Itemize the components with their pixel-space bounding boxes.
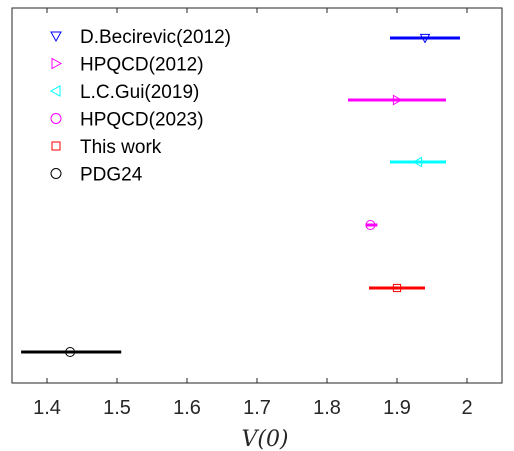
legend-label: PDG24 bbox=[80, 165, 143, 186]
legend-label: HPQCD(2023) bbox=[80, 110, 204, 131]
x-tick-label: 1.5 bbox=[103, 397, 131, 419]
legend-label: This work bbox=[80, 137, 162, 158]
data-point bbox=[365, 220, 376, 230]
data-point bbox=[392, 94, 403, 106]
x-axis-title: V(0) bbox=[241, 427, 288, 451]
data-point bbox=[65, 347, 76, 357]
legend-label: HPQCD(2012) bbox=[80, 55, 204, 76]
x-tick-label: 1.4 bbox=[33, 397, 61, 419]
x-tick-label: 1.8 bbox=[313, 397, 341, 419]
legend-label: D.Becirevic(2012) bbox=[80, 27, 231, 48]
legend-marker bbox=[49, 85, 61, 97]
x-axis: 1.4 1.5 1.6 1.7 1.8 1.9 2 bbox=[33, 8, 473, 419]
legend-marker bbox=[50, 31, 62, 43]
legend-marker bbox=[51, 141, 61, 151]
data-point bbox=[419, 33, 431, 44]
legend-marker bbox=[50, 168, 62, 179]
legend-label: L.C.Gui(2019) bbox=[80, 82, 199, 103]
data-point bbox=[412, 156, 423, 168]
legend: D.Becirevic(2012) HPQCD(2012) L.C.Gui(2019… bbox=[49, 27, 231, 186]
x-tick-label: 1.7 bbox=[243, 397, 271, 419]
x-tick-label: 1.6 bbox=[173, 397, 201, 419]
plot-frame bbox=[11, 7, 503, 384]
legend-marker bbox=[51, 57, 63, 70]
x-tick-label: 1.9 bbox=[383, 397, 411, 419]
legend-marker bbox=[50, 113, 62, 124]
data-point bbox=[392, 283, 402, 293]
x-tick-label: 2 bbox=[461, 397, 472, 419]
data-marks bbox=[21, 33, 460, 357]
